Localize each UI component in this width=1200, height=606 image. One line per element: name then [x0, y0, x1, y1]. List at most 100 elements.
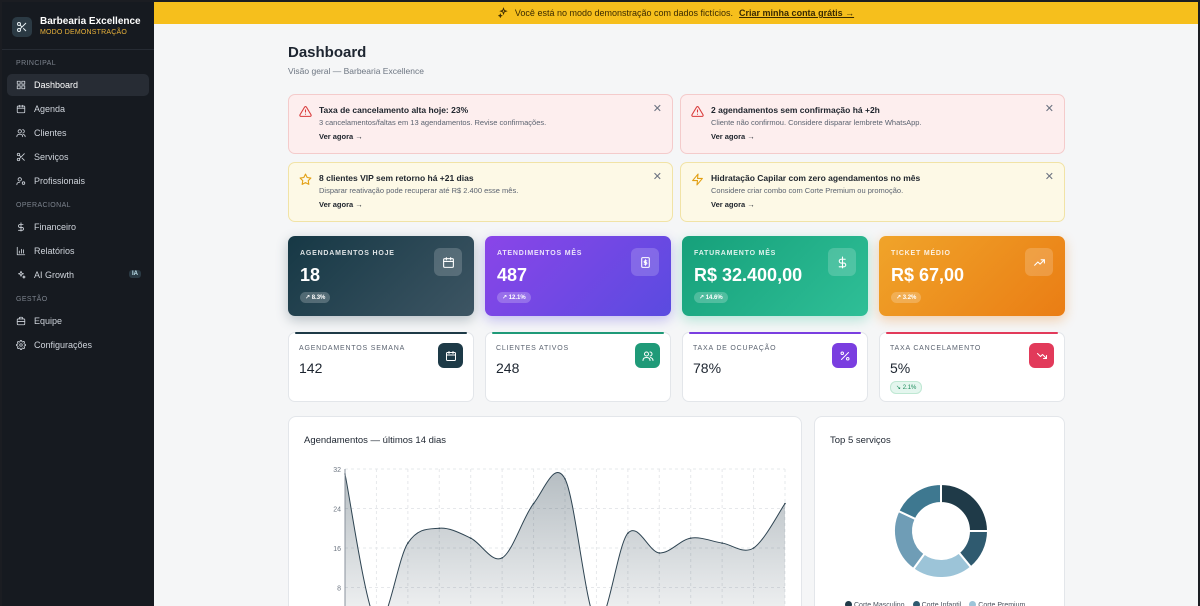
- stat-value: 142: [299, 360, 323, 376]
- kpi-label: FATURAMENTO MÊS: [694, 250, 777, 257]
- alert-title: 8 clientes VIP sem retorno há +21 dias: [319, 173, 474, 183]
- sidebar-item-financeiro[interactable]: Financeiro: [7, 216, 149, 238]
- stat-label: TAXA DE OCUPAÇÃO: [693, 345, 777, 352]
- close-icon[interactable]: ✕: [652, 171, 662, 183]
- top-services-legend: Corte Masculino Corte Infantil Corte Premi…: [845, 601, 1025, 606]
- data-point[interactable]: [689, 537, 692, 539]
- pie-slice[interactable]: [897, 482, 942, 521]
- sparkles-icon: [497, 6, 509, 20]
- kpi-label: TICKET MÉDIO: [891, 250, 951, 257]
- banner-text: Você está no modo demonstração com dados…: [514, 8, 734, 18]
- calendar-icon: [438, 343, 463, 368]
- data-point[interactable]: [438, 527, 441, 530]
- data-point[interactable]: [564, 478, 566, 480]
- data-point[interactable]: [469, 537, 472, 539]
- y-tick-label: 32: [333, 467, 341, 474]
- close-icon[interactable]: ✕: [1044, 103, 1054, 115]
- ai-badge: IA: [129, 270, 141, 278]
- sidebar: Barbearia Excellence MODO DEMONSTRAÇÃO P…: [2, 2, 154, 606]
- kpi-trend-badge: ↗ 8.3%: [300, 292, 331, 303]
- data-point[interactable]: [721, 542, 723, 544]
- users-icon: [635, 343, 660, 368]
- data-point[interactable]: [407, 542, 409, 544]
- stat-label: AGENDAMENTOS SEMANA: [299, 345, 406, 352]
- sidebar-section-label: PRINCIPAL: [16, 60, 57, 67]
- alert-card: Taxa de cancelamento alta hoje: 23% 3 can…: [288, 94, 673, 154]
- legend-item[interactable]: Corte Masculino: [845, 601, 905, 606]
- legend-swatch: [845, 601, 852, 606]
- alert-description: Considere criar combo com Corte Premium …: [711, 186, 904, 195]
- dollar-icon: [16, 222, 26, 232]
- data-point[interactable]: [658, 552, 661, 554]
- page-title: Dashboard: [288, 44, 367, 61]
- alert-title: Taxa de cancelamento alta hoje: 23%: [319, 105, 469, 115]
- kpi-value: R$ 67,00: [891, 265, 965, 285]
- users-icon: [16, 128, 26, 138]
- pie-slice[interactable]: [893, 509, 926, 571]
- kpi-card: TICKET MÉDIO R$ 67,00 ↗ 3.2%: [879, 236, 1065, 316]
- data-point[interactable]: [784, 502, 786, 505]
- sparkles-icon: [16, 270, 26, 280]
- data-point[interactable]: [752, 547, 755, 549]
- stat-accent-line: [295, 332, 467, 334]
- sidebar-item-relatorios[interactable]: Relatórios: [7, 240, 149, 262]
- sidebar-item-agenda[interactable]: Agenda: [7, 98, 149, 120]
- data-point[interactable]: [627, 532, 629, 534]
- briefcase-icon: [16, 316, 26, 326]
- alert-view-link[interactable]: Ver agora →: [711, 200, 755, 209]
- sidebar-item-label: Relatórios: [34, 246, 75, 256]
- scissors-logo-icon: [12, 16, 32, 37]
- alert-view-link[interactable]: Ver agora →: [711, 132, 755, 141]
- kpi-trend-badge: ↗ 12.1%: [497, 292, 531, 303]
- sidebar-item-label: Clientes: [34, 128, 67, 138]
- brand[interactable]: Barbearia Excellence MODO DEMONSTRAÇÃO: [2, 2, 154, 50]
- alert-description: 3 cancelamentos/faltas em 13 agendamento…: [319, 118, 547, 127]
- sidebar-item-label: Agenda: [34, 104, 66, 114]
- sidebar-item-label: Equipe: [34, 316, 63, 326]
- sidebar-item-equipe[interactable]: Equipe: [7, 310, 149, 332]
- sidebar-item-servicos[interactable]: Serviços: [7, 146, 149, 168]
- alert-card: Hidratação Capilar com zero agendamentos…: [680, 162, 1065, 222]
- sidebar-item-label: Financeiro: [34, 222, 77, 232]
- sidebar-item-clientes[interactable]: Clientes: [7, 122, 149, 144]
- trend-down-icon: [1029, 343, 1054, 368]
- gear-icon: [16, 340, 26, 350]
- data-point[interactable]: [501, 557, 503, 559]
- sidebar-item-label: AI Growth: [34, 270, 75, 280]
- top-services-card: Top 5 serviços Corte Masculino Corte Infa…: [814, 416, 1065, 606]
- alert-view-link[interactable]: Ver agora →: [319, 132, 363, 141]
- calendar-icon: [434, 248, 462, 276]
- data-point[interactable]: [532, 502, 535, 505]
- top-services-donut-chart: [893, 482, 990, 579]
- star-icon: [299, 173, 312, 186]
- bolt-icon: [691, 173, 704, 186]
- close-icon[interactable]: ✕: [652, 103, 662, 115]
- legend-item[interactable]: Corte Premium: [969, 601, 1025, 606]
- stat-value: 5%: [890, 360, 911, 376]
- stat-label: CLIENTES ATIVOS: [496, 345, 569, 352]
- brand-name: Barbearia Excellence: [40, 16, 141, 27]
- sidebar-nav: PRINCIPAL Dashboard Agenda Clientes Serviços…: [2, 60, 154, 356]
- create-account-link[interactable]: Criar minha conta grátis →: [739, 8, 855, 18]
- sidebar-item-configuracoes[interactable]: Configurações: [7, 334, 149, 356]
- close-icon[interactable]: ✕: [1044, 171, 1054, 183]
- stat-card: CLIENTES ATIVOS 248: [485, 332, 671, 402]
- appointments-chart-title: Agendamentos — últimos 14 dias: [304, 435, 447, 446]
- pie-slice[interactable]: [940, 482, 990, 532]
- kpi-card: ATENDIMENTOS MÊS 487 ↗ 12.1%: [485, 236, 671, 316]
- appointments-area-chart: 32241680: [333, 467, 786, 606]
- sidebar-item-dashboard[interactable]: Dashboard: [7, 74, 149, 96]
- stat-value: 248: [496, 360, 520, 376]
- alert-view-link[interactable]: Ver agora →: [319, 200, 363, 209]
- sidebar-item-profissionais[interactable]: Profissionais: [7, 170, 149, 192]
- kpi-label: AGENDAMENTOS HOJE: [300, 250, 395, 257]
- kpi-trend-badge: ↗ 3.2%: [891, 292, 922, 303]
- legend-swatch: [969, 601, 977, 606]
- sidebar-item-ai-growth[interactable]: AI Growth IA: [7, 264, 149, 286]
- y-tick-label: 24: [333, 507, 341, 514]
- area-fill: [345, 472, 785, 606]
- main-content: Dashboard Visão geral — Barbearia Excell…: [154, 24, 1198, 606]
- calendar-icon: [16, 104, 26, 114]
- legend-item[interactable]: Corte Infantil: [912, 601, 961, 606]
